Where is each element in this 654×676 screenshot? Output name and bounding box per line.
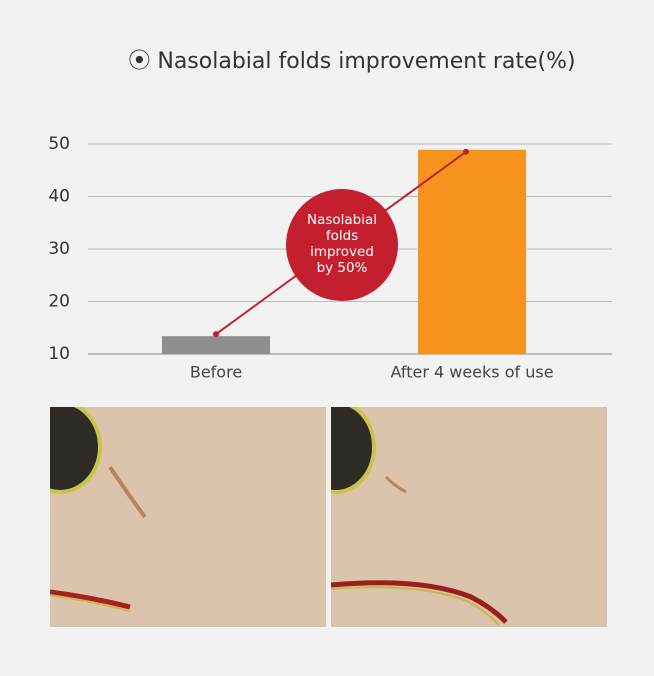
y-tick-label: 50 (48, 134, 70, 154)
y-tick-label: 40 (48, 187, 70, 207)
y-tick-label: 30 (48, 239, 70, 259)
trend-dot (463, 149, 469, 155)
annotation-text: folds (326, 228, 358, 244)
chart: ⦿ Nasolabial folds improvement rate(%) 1… (0, 0, 654, 400)
bar (162, 336, 270, 354)
y-tick-label: 20 (48, 292, 70, 312)
annotation-text: Nasolabial (307, 212, 377, 228)
annotation-text: by 50% (317, 260, 368, 276)
photo-art (50, 407, 326, 627)
bar (418, 150, 526, 354)
before-photo (50, 407, 326, 627)
y-tick-label: 10 (48, 344, 70, 364)
trend-dot (213, 331, 219, 337)
page: ⦿ Nasolabial folds improvement rate(%) 1… (0, 0, 654, 676)
x-tick-label: Before (190, 363, 242, 382)
photo-art (331, 407, 607, 627)
annotation-text: improved (310, 244, 374, 260)
chart-title: ⦿ Nasolabial folds improvement rate(%) (128, 49, 575, 74)
after-photo (331, 407, 607, 627)
x-tick-label: After 4 weeks of use (390, 363, 553, 382)
